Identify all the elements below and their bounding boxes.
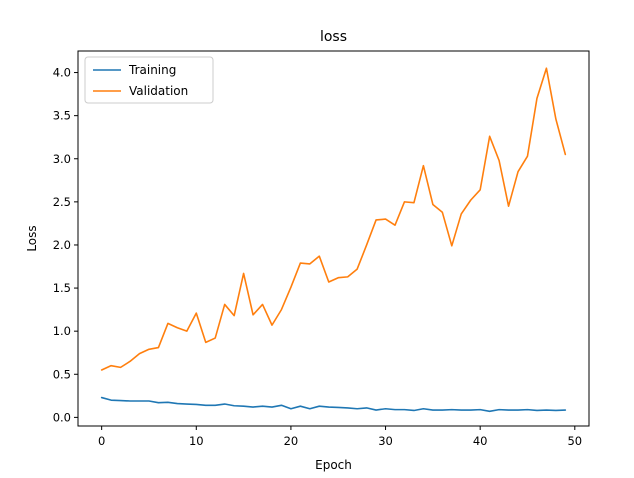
series-line-validation: [100, 67, 567, 371]
y-tick-label: 1.5: [53, 281, 71, 295]
x-tick-label: 20: [284, 434, 299, 448]
legend-label-training: Training: [128, 63, 176, 77]
x-axis: 0 10 20 30 40 50: [98, 426, 582, 448]
y-tick-label: 2.5: [53, 195, 71, 209]
x-tick-label: 50: [567, 434, 582, 448]
y-axis: 0.0 0.5 1.0 1.5 2.0 2.5 3.0 3.5 4.0: [53, 66, 78, 424]
legend: Training Validation: [84, 56, 214, 104]
plot-lines: [100, 67, 567, 413]
series-line-training: [100, 396, 567, 413]
x-tick-label: 30: [378, 434, 393, 448]
plot-frame: [77, 50, 590, 427]
y-axis-label: Loss: [25, 225, 39, 251]
y-tick-label: 0.0: [53, 410, 71, 424]
x-tick-label: 10: [189, 434, 204, 448]
chart-title: loss: [320, 29, 347, 45]
x-axis-label: Epoch: [315, 458, 352, 472]
x-tick-label: 40: [473, 434, 488, 448]
y-tick-label: 0.5: [53, 367, 71, 381]
y-tick-label: 1.0: [53, 324, 71, 338]
x-tick-label: 0: [98, 434, 105, 448]
y-tick-label: 3.5: [53, 109, 71, 123]
legend-label-validation: Validation: [129, 84, 188, 98]
y-tick-label: 3.0: [53, 152, 71, 166]
y-tick-label: 4.0: [53, 66, 71, 80]
y-tick-label: 2.0: [53, 238, 71, 252]
